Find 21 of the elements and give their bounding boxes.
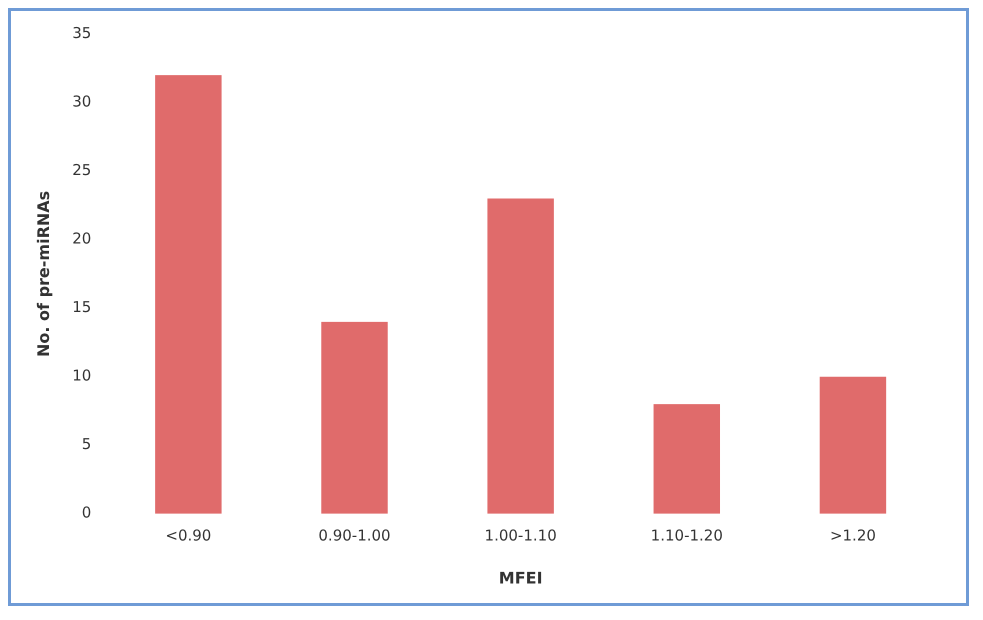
x-tick-label: <0.90 [165,526,212,545]
x-tick-label: 1.00-1.10 [484,526,557,545]
y-tick-label: 20 [72,230,92,248]
y-tick-label: 25 [72,160,92,179]
bar [321,322,388,514]
y-tick-label: 10 [72,366,92,385]
bar [654,404,720,514]
y-tick-label: 5 [82,435,92,454]
chart-frame: No. of pre-miRNAs MFEI 0 5 10 15 20 25 30 35 <0.90 0.90-1.00 1.00-1.10 1.10-1.20 >1.20 [8,8,969,606]
x-tick-label: 0.90-1.00 [318,526,391,545]
bar [155,75,222,514]
y-tick-label: 0 [82,504,92,522]
y-tick-label: 35 [72,24,92,42]
bar [820,376,886,514]
x-axis-title: MFEI [498,568,543,588]
x-tick-label: 1.10-1.20 [650,526,723,545]
y-tick-label: 30 [72,92,92,110]
y-axis-title: No. of pre-miRNAs [34,190,53,357]
y-tick-label: 15 [72,298,92,316]
bar [487,198,554,514]
x-tick-label: >1.20 [830,526,876,545]
